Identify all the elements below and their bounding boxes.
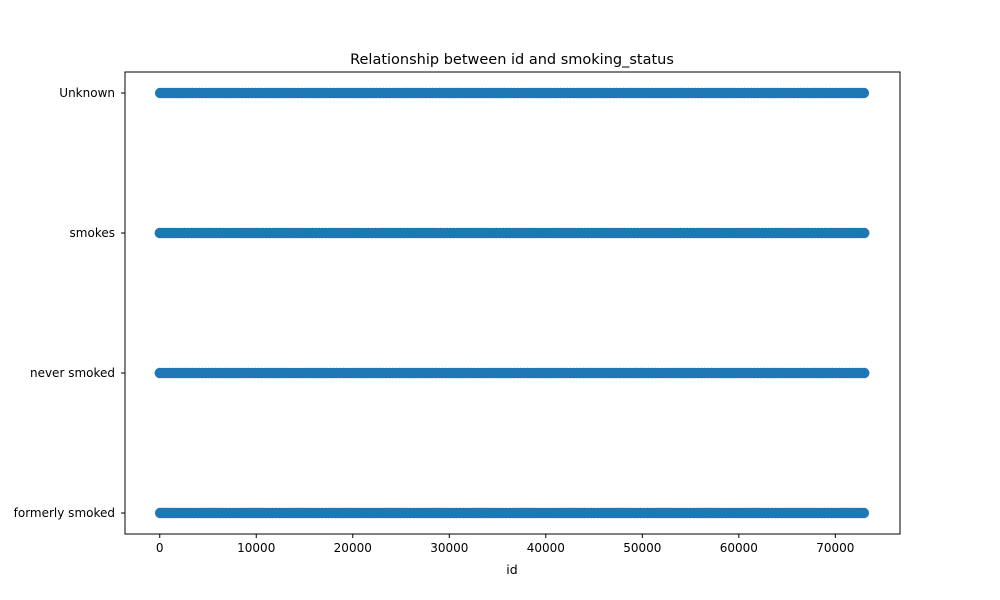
data-point xyxy=(858,507,870,519)
y-tick-label: smokes xyxy=(70,226,115,240)
x-tick-label: 10000 xyxy=(237,541,275,555)
x-tick-label: 70000 xyxy=(816,541,854,555)
data-point xyxy=(859,227,870,239)
x-axis-label: id xyxy=(506,562,517,577)
y-tick-label: formerly smoked xyxy=(14,506,115,520)
x-tick-label: 20000 xyxy=(334,541,372,555)
x-tick-label: 50000 xyxy=(623,541,661,555)
y-tick-label: never smoked xyxy=(30,366,115,380)
plot-frame xyxy=(124,71,901,535)
points-layer xyxy=(154,87,870,519)
x-axis: 0 10000 20000 30000 40000 50000 60000 70000 xyxy=(156,534,854,555)
chart-title: Relationship between id and smoking_stat… xyxy=(350,52,674,68)
data-point xyxy=(858,87,870,99)
x-tick-label: 0 xyxy=(156,541,164,555)
y-tick-label: Unknown xyxy=(59,86,115,100)
x-tick-label: 30000 xyxy=(430,541,468,555)
y-axis: formerly smoked never smoked smokes Unknown xyxy=(14,86,125,520)
data-point xyxy=(859,367,870,379)
x-tick-label: 40000 xyxy=(527,541,565,555)
x-tick-label: 60000 xyxy=(720,541,758,555)
